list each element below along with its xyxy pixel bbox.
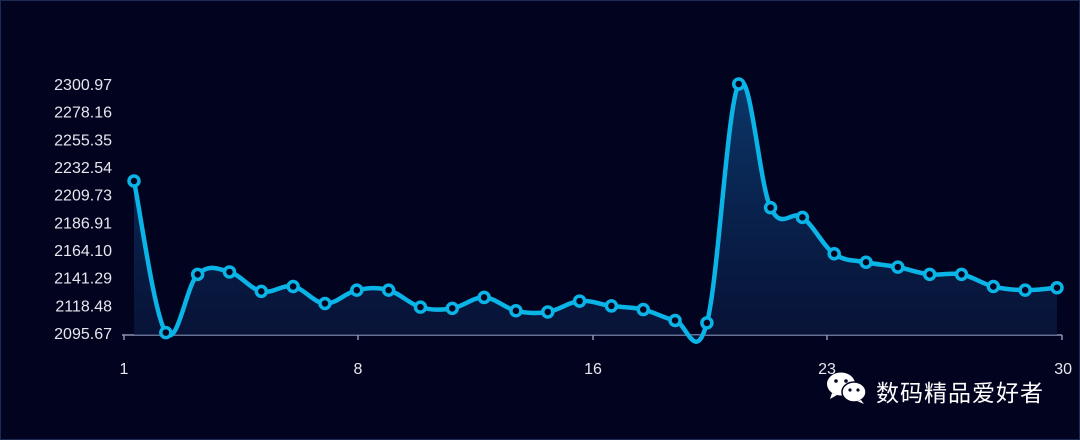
data-point (700, 316, 714, 330)
x-tick-label: 16 (584, 361, 602, 378)
wechat-icon (826, 371, 868, 410)
watermark: 数码精品爱好者 (826, 371, 1044, 410)
watermark-text: 数码精品爱好者 (876, 380, 1044, 407)
data-point (254, 284, 269, 299)
data-point (541, 305, 555, 319)
y-tick-label: 2141.29 (54, 271, 112, 288)
y-tick-label: 2232.54 (54, 160, 112, 177)
data-point (318, 296, 332, 311)
data-point (668, 313, 682, 328)
data-point (286, 279, 300, 294)
y-tick-label: 2278.16 (54, 105, 112, 122)
data-point (222, 265, 237, 279)
data-point (922, 267, 937, 282)
data-point (795, 210, 810, 225)
x-tick-label: 30 (1054, 361, 1072, 378)
data-point (350, 283, 364, 297)
x-tick-label: 1 (120, 361, 129, 378)
data-point (954, 267, 969, 282)
y-tick-label: 2186.91 (54, 215, 112, 232)
data-point (413, 300, 428, 314)
data-point (763, 200, 778, 215)
x-tick-label: 8 (354, 361, 363, 378)
y-tick-label: 2164.10 (54, 243, 112, 260)
data-point (891, 260, 905, 274)
data-point (1018, 283, 1032, 297)
data-point (572, 294, 587, 308)
data-point (159, 325, 173, 340)
y-tick-label: 2255.35 (54, 132, 112, 149)
data-point (827, 247, 841, 261)
series-area (134, 81, 1057, 342)
y-axis-ticks: 2095.67 2118.48 2141.29 2164.10 2186.91 2209.… (54, 77, 112, 343)
data-point (445, 301, 460, 316)
data-point (604, 299, 619, 313)
y-tick-label: 2209.73 (54, 188, 112, 205)
data-point (190, 267, 205, 282)
data-point (1050, 280, 1064, 295)
series-layer (127, 77, 1064, 344)
y-tick-label: 2300.97 (54, 77, 112, 94)
data-point (731, 77, 746, 91)
data-point (477, 290, 491, 305)
data-point (859, 255, 873, 270)
data-point (509, 304, 523, 318)
data-point (381, 283, 396, 297)
data-point (986, 279, 1001, 294)
y-tick-label: 2095.67 (54, 326, 112, 343)
y-tick-label: 2118.48 (55, 298, 112, 315)
x-tick-label: 23 (818, 361, 836, 378)
data-point (127, 174, 141, 188)
data-point (636, 302, 650, 317)
